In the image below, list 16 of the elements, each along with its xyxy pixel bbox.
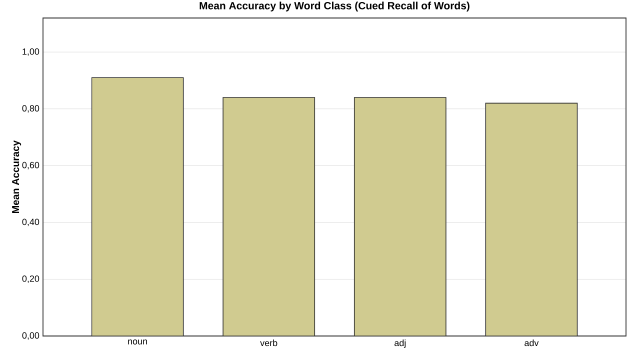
x-tick-label: adj [394, 340, 406, 348]
y-tick-label: 0,60 [22, 162, 40, 170]
chart-title: Mean Accuracy by Word Class (Cued Recall of Words) [200, 2, 470, 12]
x-tick-label: verb [260, 340, 278, 346]
y-tick-label: 1,00 [22, 48, 40, 56]
y-tick-label: 0,40 [22, 218, 40, 226]
y-tick-label: 0,20 [22, 275, 40, 283]
bar [354, 97, 446, 336]
bar [223, 98, 315, 336]
x-tick-label: noun [128, 340, 147, 344]
bar [485, 102, 578, 336]
x-tick-label: adv [524, 340, 539, 346]
y-tick-label: 0,00 [22, 332, 40, 340]
bar [91, 77, 184, 336]
y-axis-title: Mean Accuracy [12, 140, 22, 214]
y-tick-label: 0,80 [22, 105, 40, 113]
